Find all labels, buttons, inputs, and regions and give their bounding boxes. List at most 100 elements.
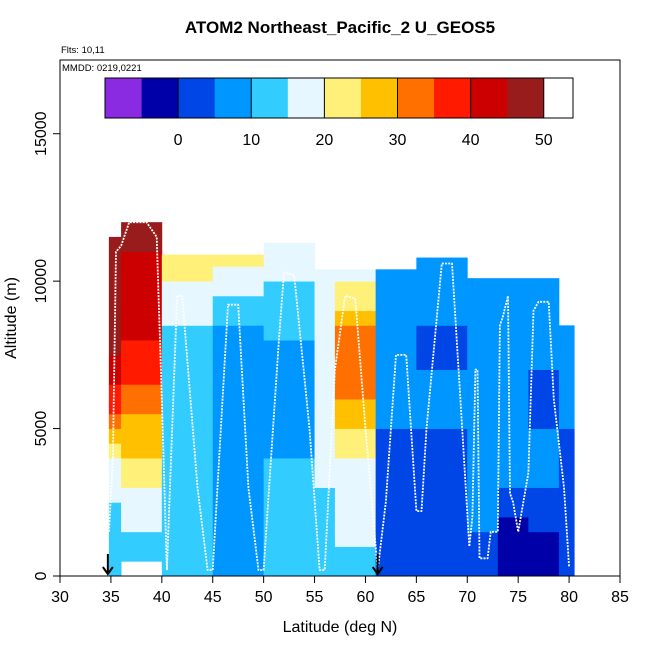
start-arrow-head — [102, 566, 114, 576]
heatmap-cell — [497, 517, 529, 533]
heatmap-cell — [558, 443, 575, 459]
heatmap-cell — [121, 413, 163, 429]
heatmap-cell — [161, 428, 214, 444]
heatmap-cell — [108, 517, 122, 533]
heatmap-cell — [497, 278, 529, 282]
heatmap-cell — [375, 561, 417, 576]
heatmap-cell — [558, 428, 575, 444]
heatmap-cell — [416, 340, 468, 356]
heatmap-cell — [314, 340, 336, 356]
heatmap-cell — [314, 487, 336, 503]
heatmap-cell — [212, 472, 265, 488]
heatmap-cell — [497, 443, 529, 459]
heatmap-cell — [263, 487, 315, 503]
heatmap-cell — [497, 413, 529, 429]
heatmap-cell — [467, 278, 499, 282]
heatmap-cell — [263, 561, 315, 576]
heatmap-cell — [528, 281, 560, 297]
heatmap-cell — [375, 295, 417, 312]
colorbar-swatch — [287, 78, 325, 118]
heatmap-cell — [314, 384, 336, 400]
heatmap-cell — [108, 384, 122, 400]
heatmap-cell — [314, 269, 336, 282]
heatmap-cell — [528, 428, 560, 444]
heatmap-cell — [334, 413, 377, 429]
heatmap-cell — [416, 266, 468, 282]
heatmap-cell — [212, 458, 265, 474]
heatmap-cell — [528, 295, 560, 312]
heatmap-cell — [263, 384, 315, 400]
x-tick-label: 45 — [204, 589, 222, 606]
heatmap-cell — [497, 354, 529, 370]
heatmap-cell — [497, 399, 529, 415]
flights-annotation: Flts: 10,11 — [61, 45, 105, 56]
heatmap-cell — [375, 531, 417, 547]
heatmap-cell — [467, 295, 499, 312]
heatmap-cell — [263, 325, 315, 341]
heatmap-cell — [467, 354, 499, 370]
heatmap-cell — [497, 325, 529, 341]
heatmap-cell — [121, 487, 163, 503]
heatmap-cell — [212, 295, 265, 312]
heatmap-cell — [314, 413, 336, 429]
heatmap-cell — [416, 517, 468, 533]
x-tick-label: 75 — [509, 589, 527, 606]
heatmap-cell — [375, 399, 417, 415]
heatmap-cell — [108, 354, 122, 370]
heatmap-cell — [416, 561, 468, 576]
y-axis-label: Altitude (m) — [3, 277, 20, 359]
heatmap-cell — [314, 458, 336, 474]
heatmap-cell — [314, 399, 336, 415]
heatmap-cell — [263, 413, 315, 429]
heatmap-cell — [416, 354, 468, 370]
heatmap-cell — [416, 487, 468, 503]
heatmap-cell — [121, 369, 163, 385]
heatmap-cell — [108, 369, 122, 385]
heatmap-cell — [334, 384, 377, 400]
heatmap-cell — [334, 325, 377, 341]
heatmap-cell — [334, 428, 377, 444]
heatmap-cell — [497, 487, 529, 503]
lat-markers — [102, 554, 384, 576]
heatmap-cell — [416, 546, 468, 562]
heatmap-cell — [497, 546, 529, 562]
y-tick-label: 5000 — [33, 411, 50, 447]
colorbar-tick-label: 10 — [242, 132, 260, 149]
heatmap-cell — [121, 340, 163, 356]
heatmap-cell — [121, 310, 163, 326]
heatmap-cell — [558, 546, 575, 562]
heatmap-cell — [528, 561, 560, 576]
heatmap-cell — [558, 458, 575, 474]
heatmap-cell — [334, 399, 377, 415]
heatmap-cell — [121, 428, 163, 444]
heatmap-cell — [314, 354, 336, 370]
heatmap-cell — [375, 340, 417, 356]
heatmap-cell — [108, 399, 122, 415]
heatmap-cell — [497, 428, 529, 444]
heatmap-cell — [416, 310, 468, 326]
heatmap-cell — [121, 531, 163, 547]
heatmap-cell — [161, 487, 214, 503]
heatmap-cell — [334, 354, 377, 370]
heatmap-cell — [108, 413, 122, 429]
heatmap-cell — [558, 413, 575, 429]
heatmap-cell — [314, 546, 336, 562]
heatmap-cell — [121, 399, 163, 415]
heatmap-cell — [263, 443, 315, 459]
heatmap-cell — [334, 458, 377, 474]
heatmap-cell — [334, 281, 377, 297]
heatmap-cell — [108, 236, 122, 253]
heatmap-cell — [121, 281, 163, 297]
heatmap-cell — [121, 458, 163, 474]
heatmap-cell — [161, 443, 214, 459]
heatmap-cell — [375, 369, 417, 385]
heatmap-cell — [314, 369, 336, 385]
heatmap-cell — [375, 443, 417, 459]
heatmap-cell — [497, 472, 529, 488]
heatmap-cell — [467, 546, 499, 562]
heatmap-cell — [497, 369, 529, 385]
heatmap-cell — [108, 428, 122, 444]
heatmap-cell — [121, 546, 163, 562]
heatmap-cell — [467, 369, 499, 385]
heatmap-cell — [121, 384, 163, 400]
